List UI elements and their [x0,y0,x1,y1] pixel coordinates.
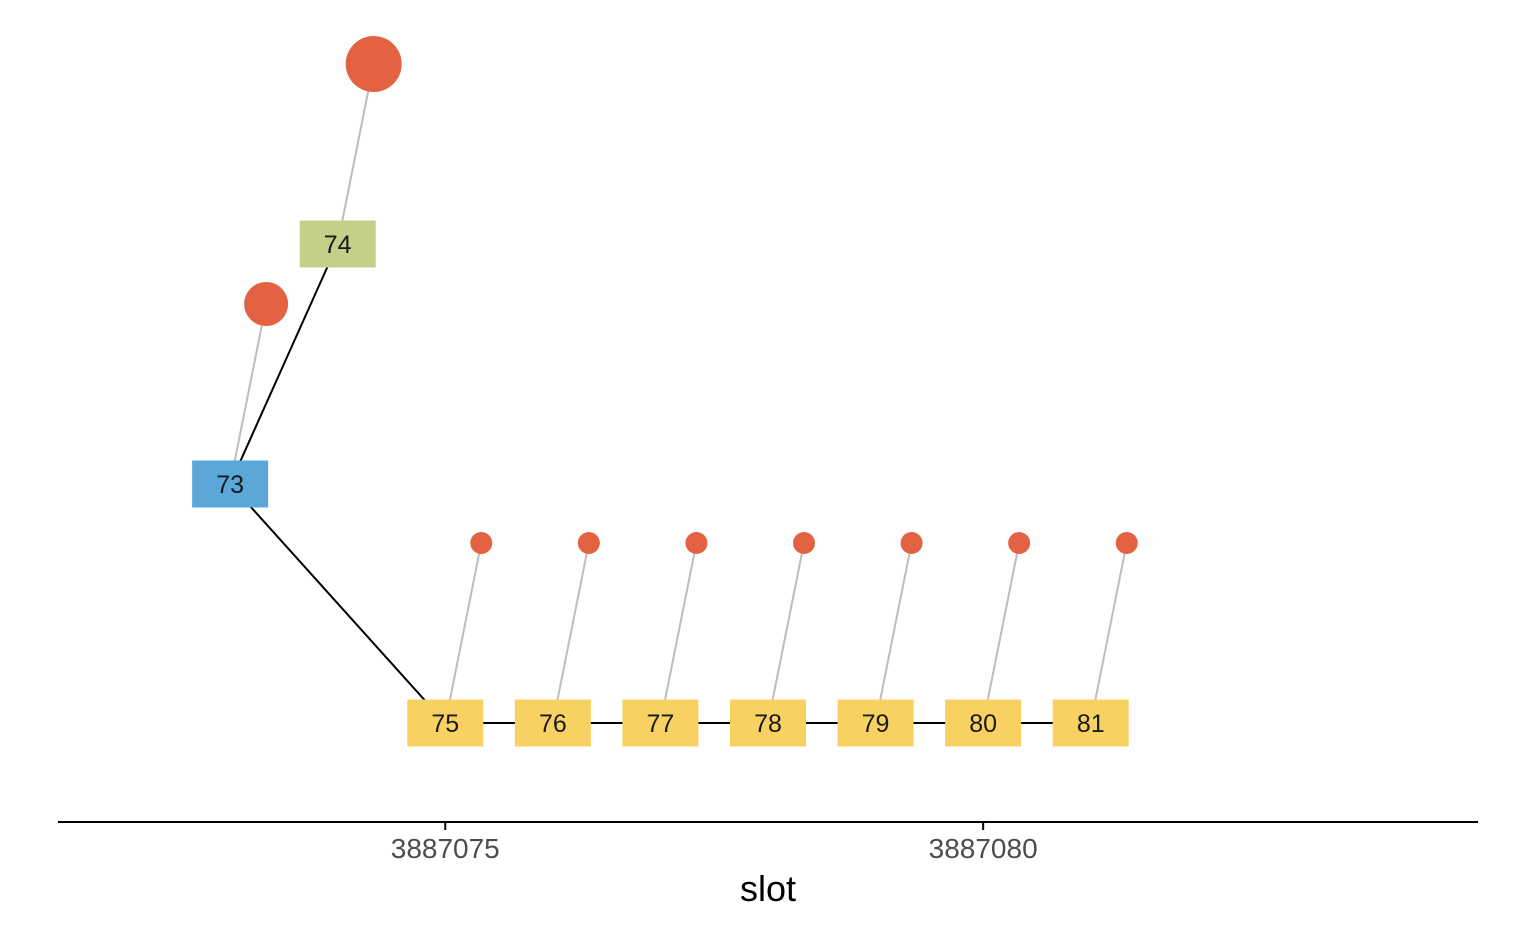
block-77: 77 [622,699,699,747]
chain-edges [229,243,1091,724]
vote-marker-79 [900,532,923,554]
vote-marker-73 [244,282,289,326]
vote-link-80 [982,542,1021,724]
block-81: 81 [1052,699,1129,747]
block-box-76 [514,699,591,747]
vote-marker-74 [345,36,402,92]
block-79: 79 [837,699,914,747]
block-box-74 [299,220,376,268]
edge-73-75 [229,483,447,724]
x-axis-title: slot [740,868,796,909]
block-78: 78 [730,699,806,747]
x-axis: 3887075 3887080 [58,821,1478,864]
vote-link-77 [659,542,698,724]
vote-link-75 [444,542,483,724]
block-box-78 [730,699,806,747]
vote-marker-80 [1008,532,1031,554]
vote-marker-78 [793,532,815,554]
vote-marker-77 [685,532,708,554]
vote-link-74 [336,63,375,245]
block-73: 73 [192,460,269,508]
block-box-81 [1052,699,1129,747]
x-tick-label-3887080: 3887080 [929,833,1038,864]
vote-link-76 [551,542,590,724]
block-box-73 [192,460,269,508]
vote-link-78 [767,542,805,724]
block-label-79: 79 [862,710,890,738]
block-label-75: 75 [431,710,459,738]
vote-markers [244,36,1138,554]
x-tick-label-3887075: 3887075 [391,833,500,864]
block-label-74: 74 [324,231,352,259]
block-box-75 [407,699,484,747]
block-box-80 [945,699,1022,747]
vote-link-79 [874,542,913,724]
vote-marker-76 [577,532,600,554]
block-75: 75 [407,699,484,747]
block-74: 74 [299,220,376,268]
block-box-79 [837,699,914,747]
vote-links [229,63,1128,724]
vote-link-73 [229,303,268,485]
block-label-78: 78 [754,710,782,738]
block-label-76: 76 [539,710,567,738]
block-80: 80 [945,699,1022,747]
edge-73-74 [229,243,339,485]
block-label-77: 77 [647,710,675,738]
vote-link-81 [1089,542,1128,724]
block-label-73: 73 [216,471,244,499]
vote-marker-81 [1115,532,1138,554]
block-box-77 [622,699,699,747]
vote-marker-75 [470,532,493,554]
block-label-81: 81 [1077,710,1105,738]
block-76: 76 [514,699,591,747]
block-label-80: 80 [969,710,997,738]
block-nodes: 73 74 75 76 77 78 79 80 81 [192,220,1129,747]
